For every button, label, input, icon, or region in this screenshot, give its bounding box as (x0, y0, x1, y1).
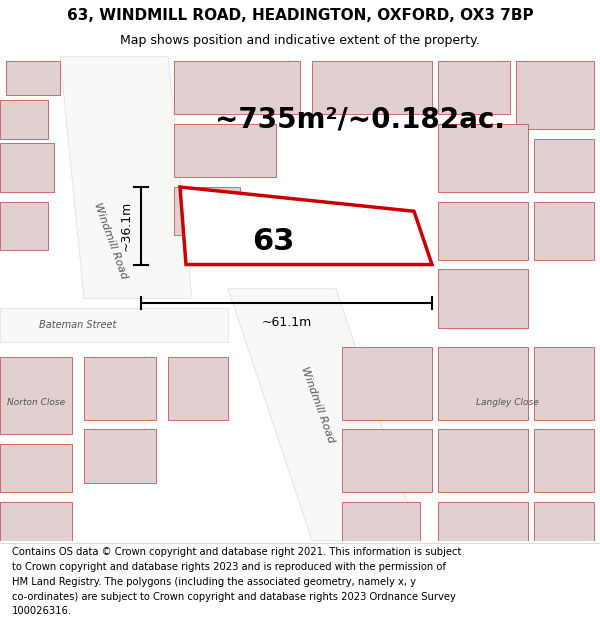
Polygon shape (516, 61, 594, 129)
Polygon shape (0, 143, 54, 192)
Text: Contains OS data © Crown copyright and database right 2021. This information is : Contains OS data © Crown copyright and d… (12, 548, 461, 558)
Polygon shape (342, 429, 432, 493)
Text: 63, WINDMILL ROAD, HEADINGTON, OXFORD, OX3 7BP: 63, WINDMILL ROAD, HEADINGTON, OXFORD, O… (67, 8, 533, 23)
Text: HM Land Registry. The polygons (including the associated geometry, namely x, y: HM Land Registry. The polygons (includin… (12, 577, 416, 587)
Text: Windmill Road: Windmill Road (299, 366, 337, 444)
Polygon shape (84, 429, 156, 483)
Polygon shape (0, 444, 72, 493)
Text: Langley Close: Langley Close (476, 398, 538, 407)
Polygon shape (438, 347, 528, 419)
Polygon shape (0, 100, 48, 139)
Polygon shape (534, 201, 594, 260)
Polygon shape (438, 61, 510, 114)
Polygon shape (0, 356, 72, 434)
Text: Windmill Road: Windmill Road (92, 201, 130, 280)
Polygon shape (342, 347, 432, 419)
Text: Bateman Street: Bateman Street (40, 320, 116, 330)
Polygon shape (438, 124, 528, 192)
Polygon shape (438, 201, 528, 260)
Polygon shape (438, 502, 528, 541)
Polygon shape (438, 429, 528, 493)
Polygon shape (438, 269, 528, 328)
Text: ~61.1m: ~61.1m (262, 316, 311, 329)
Polygon shape (534, 347, 594, 419)
Text: ~735m²/~0.182ac.: ~735m²/~0.182ac. (215, 105, 505, 133)
Polygon shape (0, 502, 72, 541)
Polygon shape (180, 187, 432, 264)
Text: 63: 63 (252, 227, 294, 256)
Polygon shape (312, 61, 432, 114)
Polygon shape (174, 61, 300, 114)
Polygon shape (84, 356, 156, 419)
Text: to Crown copyright and database rights 2023 and is reproduced with the permissio: to Crown copyright and database rights 2… (12, 562, 446, 572)
Polygon shape (0, 201, 48, 250)
Text: Norton Close: Norton Close (7, 398, 65, 407)
Polygon shape (534, 429, 594, 493)
Text: ~36.1m: ~36.1m (119, 201, 133, 251)
Polygon shape (60, 56, 192, 298)
Polygon shape (342, 502, 420, 541)
Text: co-ordinates) are subject to Crown copyright and database rights 2023 Ordnance S: co-ordinates) are subject to Crown copyr… (12, 592, 456, 602)
Polygon shape (534, 502, 594, 541)
Polygon shape (6, 61, 60, 95)
Polygon shape (168, 356, 228, 419)
Polygon shape (174, 124, 276, 177)
Polygon shape (534, 139, 594, 192)
Polygon shape (228, 289, 420, 541)
Text: Map shows position and indicative extent of the property.: Map shows position and indicative extent… (120, 34, 480, 47)
Polygon shape (0, 308, 228, 342)
Polygon shape (174, 187, 240, 236)
Text: 100026316.: 100026316. (12, 606, 72, 616)
